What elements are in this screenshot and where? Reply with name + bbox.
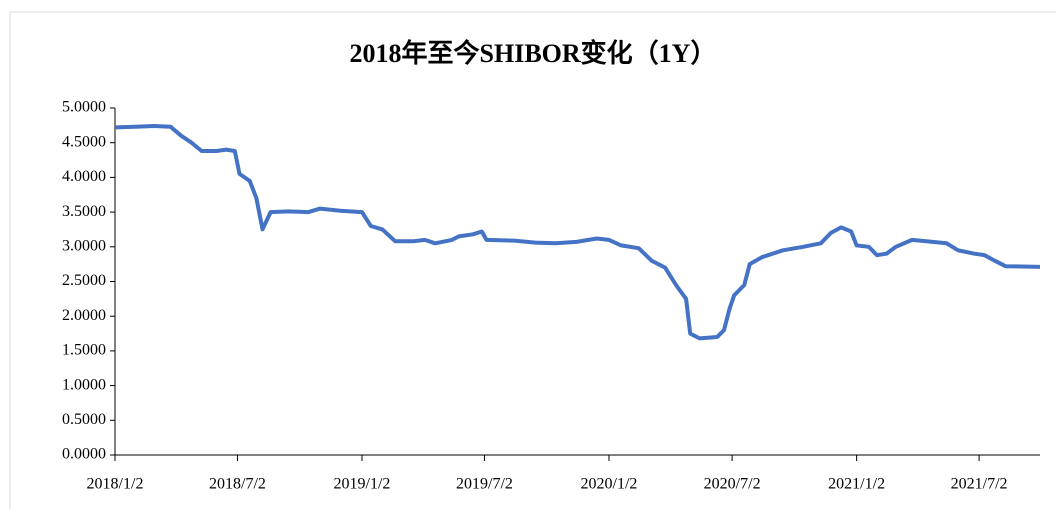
y-tick-label: 5.0000 (62, 99, 106, 116)
y-tick-label: 0.0000 (62, 446, 106, 463)
y-tick-label: 4.0000 (62, 168, 106, 185)
y-tick-label: 1.5000 (62, 342, 106, 359)
y-tick-label: 4.5000 (62, 133, 106, 150)
x-tick-label: 2019/1/2 (334, 476, 391, 493)
x-tick-label: 2020/7/2 (704, 476, 761, 493)
x-tick-label: 2021/1/2 (828, 476, 885, 493)
x-tick-label: 2018/1/2 (87, 476, 144, 493)
x-tick-label: 2020/1/2 (581, 476, 638, 493)
y-tick-label: 1.0000 (62, 376, 106, 393)
y-tick-label: 0.5000 (62, 411, 106, 428)
chart-title: 2018年至今SHIBOR变化（1Y） (350, 38, 717, 68)
data-line (114, 124, 1041, 341)
chart-border (9, 11, 1056, 509)
x-tick-label: 2021/7/2 (951, 476, 1008, 493)
y-tick-label: 3.5000 (62, 203, 106, 220)
x-tick-label: 2018/7/2 (209, 476, 266, 493)
y-tick-label: 2.0000 (62, 307, 106, 324)
y-tick-label: 2.5000 (62, 272, 106, 289)
x-tick-label: 2019/7/2 (456, 476, 513, 493)
y-tick-label: 3.0000 (62, 237, 106, 254)
